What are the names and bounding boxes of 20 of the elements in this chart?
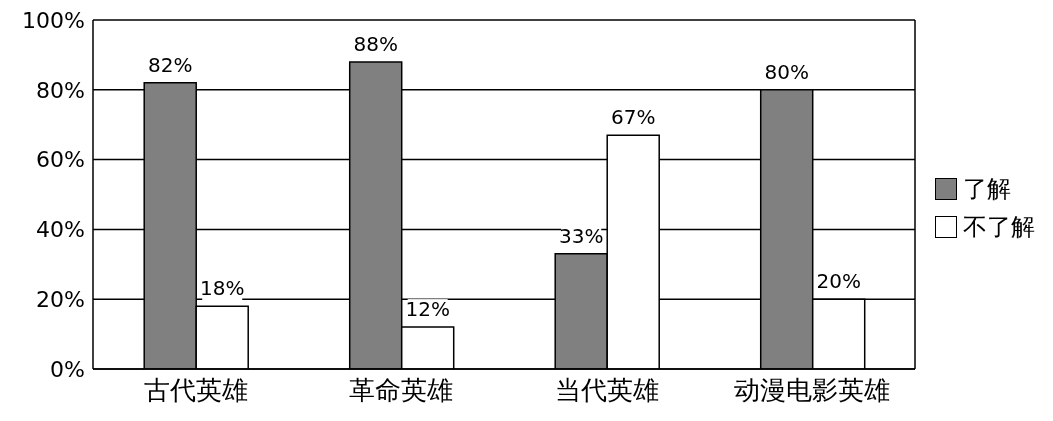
y-tick-label: 20% — [36, 287, 85, 313]
y-tick-label: 100% — [22, 7, 85, 33]
y-tick-label: 80% — [36, 77, 85, 103]
legend-label: 了解 — [963, 173, 1011, 205]
data-label: 18% — [199, 276, 245, 301]
data-label: 80% — [764, 59, 809, 84]
x-tick-label: 动漫电影英雄 — [734, 375, 891, 406]
data-label: 88% — [353, 31, 398, 56]
y-tick-label: 60% — [36, 147, 85, 173]
data-label: 33% — [558, 223, 604, 248]
data-label: 82% — [147, 52, 193, 77]
data-label: 12% — [405, 297, 450, 322]
x-tick-label: 古代英雄 — [143, 375, 248, 406]
data-label: 20% — [816, 269, 861, 294]
data-label: 67% — [610, 105, 656, 130]
y-tick-label: 0% — [50, 356, 85, 382]
x-tick-label: 革命英雄 — [349, 375, 454, 406]
x-tick-label: 当代英雄 — [554, 375, 659, 406]
y-tick-label: 40% — [36, 217, 85, 243]
legend-label: 不了解 — [963, 211, 1035, 243]
